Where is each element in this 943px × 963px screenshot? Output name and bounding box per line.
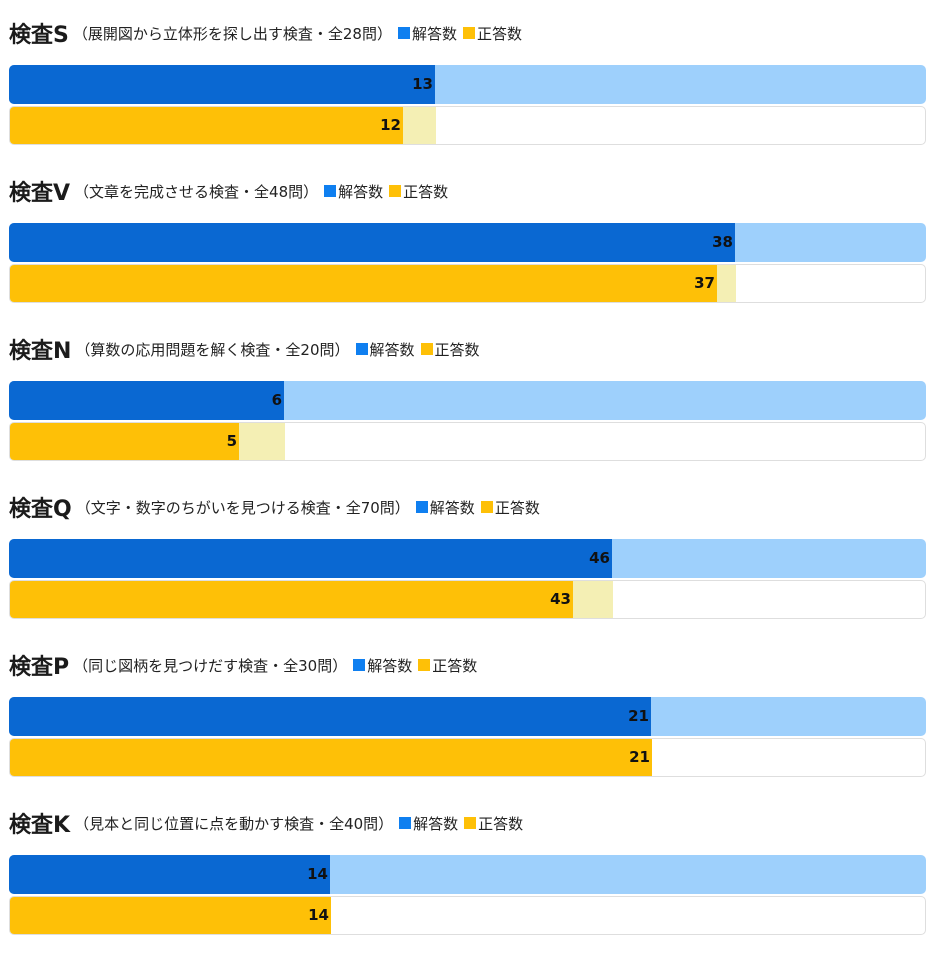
answered-bar: [9, 381, 284, 420]
legend-label-correct: 正答数: [432, 656, 478, 675]
legend-item-correct: 正答数: [389, 181, 448, 202]
answered-bar: [9, 539, 612, 578]
chart-title-row: 検査K （見本と同じ位置に点を動かす検査・全40問） 解答数 正答数: [9, 806, 529, 840]
legend-item-correct: 正答数: [480, 497, 540, 518]
answered-track: 38: [9, 223, 926, 262]
correct-bar: [10, 265, 717, 302]
legend-swatch-correct: [420, 343, 433, 355]
test-chart-1: 検査S （展開図から立体形を探し出す検査・全28問） 解答数 正答数 13 12: [0, 0, 943, 158]
legend-label-correct: 正答数: [403, 182, 449, 201]
test-chart-4: 検査Q （文字・数字のちがいを見つける検査・全70問） 解答数 正答数 46 43: [0, 474, 943, 632]
legend-label-correct: 正答数: [478, 814, 524, 833]
correct-bar: [10, 107, 403, 144]
chart-title: 検査S: [9, 23, 69, 48]
legend-swatch-answered: [355, 343, 368, 355]
chart-subtitle: （同じ図柄を見つけだす検査・全30問）: [73, 656, 348, 675]
chart-title-row: 検査N （算数の応用問題を解く検査・全20問） 解答数 正答数: [9, 332, 486, 366]
correct-value-label: 37: [694, 274, 715, 292]
legend-label-correct: 正答数: [494, 498, 540, 517]
answered-value-label: 38: [712, 233, 733, 251]
legend-item-answered: 解答数: [397, 23, 457, 44]
chart-title-row: 検査Q （文字・数字のちがいを見つける検査・全70問） 解答数 正答数: [9, 490, 546, 524]
answered-track: 14: [9, 855, 926, 894]
correct-track: 14: [9, 896, 926, 935]
correct-bar: [10, 739, 652, 776]
answered-value-label: 14: [307, 865, 328, 883]
answered-bar: [9, 855, 330, 894]
legend-label-answered: 解答数: [338, 182, 384, 201]
legend-item-correct: 正答数: [462, 23, 522, 44]
answered-track: 21: [9, 697, 926, 736]
chart-title: 検査P: [9, 655, 70, 680]
chart-subtitle: （算数の応用問題を解く検査・全20問）: [75, 340, 350, 359]
chart-subtitle: （文章を完成させる検査・全48問）: [74, 182, 319, 201]
legend-label-answered: 解答数: [367, 656, 413, 675]
chart-title: 検査V: [9, 181, 71, 206]
legend-label-answered: 解答数: [411, 24, 457, 43]
chart-title: 検査N: [9, 339, 72, 364]
answered-bar: [9, 65, 435, 104]
answered-bar: [9, 223, 735, 262]
test-chart-5: 検査P （同じ図柄を見つけだす検査・全30問） 解答数 正答数 21 21: [0, 632, 943, 790]
legend-item-correct: 正答数: [418, 655, 477, 676]
chart-title: 検査K: [9, 813, 71, 838]
correct-value-label: 12: [380, 116, 401, 134]
legend-swatch-answered: [324, 185, 337, 197]
answered-track: 6: [9, 381, 926, 420]
answered-value-label: 13: [412, 75, 433, 93]
legend-item-answered: 解答数: [355, 339, 415, 360]
correct-value-label: 21: [629, 748, 650, 766]
answered-bar: [9, 697, 651, 736]
correct-value-label: 5: [226, 432, 237, 450]
legend-item-correct: 正答数: [464, 813, 523, 834]
chart-title-row: 検査S （展開図から立体形を探し出す検査・全28問） 解答数 正答数: [9, 16, 528, 50]
correct-track: 43: [9, 580, 926, 619]
answered-value-label: 21: [628, 707, 649, 725]
legend-label-answered: 解答数: [413, 814, 459, 833]
chart-subtitle: （文字・数字のちがいを見つける検査・全70問）: [75, 498, 410, 517]
test-chart-3: 検査N （算数の応用問題を解く検査・全20問） 解答数 正答数 6 5: [0, 316, 943, 474]
legend-swatch-correct: [462, 27, 475, 39]
chart-subtitle: （見本と同じ位置に点を動かす検査・全40問）: [74, 814, 394, 833]
correct-track: 12: [9, 106, 926, 145]
legend-swatch-correct: [418, 659, 431, 671]
answered-track: 13: [9, 65, 926, 104]
legend-label-answered: 解答数: [429, 498, 475, 517]
correct-bar: [10, 423, 239, 460]
chart-title-row: 検査V （文章を完成させる検査・全48問） 解答数 正答数: [9, 174, 454, 208]
legend-item-correct: 正答数: [420, 339, 480, 360]
legend-label-correct: 正答数: [434, 340, 480, 359]
chart-title: 検査Q: [9, 497, 72, 522]
answered-track: 46: [9, 539, 926, 578]
legend-item-answered: 解答数: [353, 655, 412, 676]
legend-item-answered: 解答数: [324, 181, 383, 202]
correct-track: 21: [9, 738, 926, 777]
correct-track: 5: [9, 422, 926, 461]
test-chart-2: 検査V （文章を完成させる検査・全48問） 解答数 正答数 38 37: [0, 158, 943, 316]
legend-label-answered: 解答数: [369, 340, 415, 359]
answered-value-label: 46: [589, 549, 610, 567]
correct-value-label: 14: [308, 906, 329, 924]
answered-value-label: 6: [271, 391, 282, 409]
legend-item-answered: 解答数: [415, 497, 475, 518]
chart-subtitle: （展開図から立体形を探し出す検査・全28問）: [72, 24, 392, 43]
legend-swatch-correct: [464, 817, 477, 829]
chart-title-row: 検査P （同じ図柄を見つけだす検査・全30問） 解答数 正答数: [9, 648, 483, 682]
correct-bar: [10, 581, 573, 618]
correct-bar: [10, 897, 331, 934]
legend-swatch-correct: [389, 185, 402, 197]
legend-swatch-answered: [353, 659, 366, 671]
test-chart-6: 検査K （見本と同じ位置に点を動かす検査・全40問） 解答数 正答数 14 14: [0, 790, 943, 948]
legend-swatch-answered: [399, 817, 412, 829]
legend-swatch-answered: [397, 27, 410, 39]
correct-value-label: 43: [550, 590, 571, 608]
legend-swatch-correct: [480, 501, 493, 513]
legend-label-correct: 正答数: [476, 24, 522, 43]
legend-item-answered: 解答数: [399, 813, 458, 834]
legend-swatch-answered: [415, 501, 428, 513]
correct-track: 37: [9, 264, 926, 303]
